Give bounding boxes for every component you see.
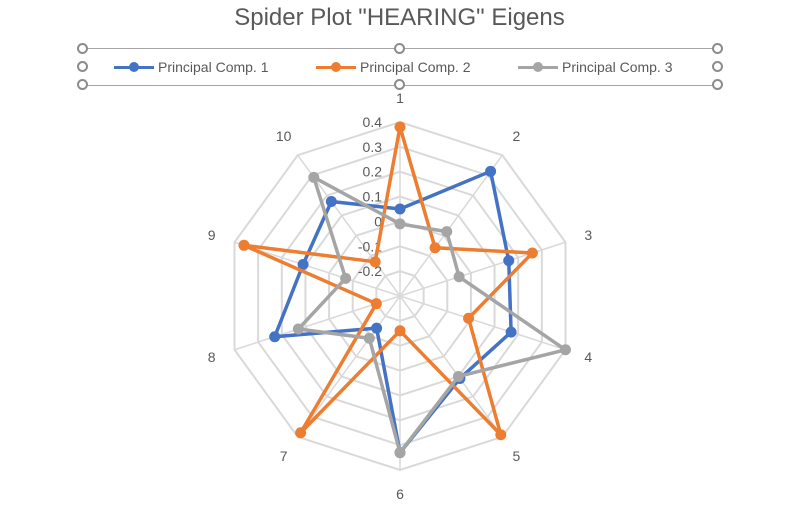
series-3-point xyxy=(441,226,453,238)
legend-marker-series-2 xyxy=(316,61,356,73)
series-3-point xyxy=(363,332,375,344)
series-1-point xyxy=(394,203,406,215)
series-3-point xyxy=(340,272,352,284)
legend-marker-series-3 xyxy=(518,61,558,73)
category-label: 1 xyxy=(396,90,404,106)
series-2-point xyxy=(394,325,406,337)
category-label: 10 xyxy=(276,128,292,144)
series-2-point xyxy=(369,256,381,268)
series-1-point xyxy=(269,331,281,343)
grid-spoke xyxy=(399,241,566,297)
category-label: 9 xyxy=(208,227,216,243)
resize-handle-left[interactable] xyxy=(77,61,88,72)
category-label: 5 xyxy=(512,448,520,464)
grid-spoke xyxy=(297,295,401,438)
radial-tick-label: 0 xyxy=(374,213,382,229)
legend-item-series-2[interactable]: Principal Comp. 2 xyxy=(316,57,471,77)
series-3-point xyxy=(452,370,464,382)
series-1-point xyxy=(371,322,383,334)
category-label: 6 xyxy=(396,486,404,502)
series-1-point xyxy=(505,326,517,338)
series-2-point xyxy=(429,242,441,254)
series-1-point xyxy=(485,165,497,177)
radial-tick-label: 0.1 xyxy=(363,189,383,205)
series-3-point xyxy=(394,218,406,230)
grid-spoke xyxy=(399,295,566,351)
series-2-point xyxy=(463,312,475,324)
resize-handle-top-left[interactable] xyxy=(77,43,88,54)
series-3-point xyxy=(292,323,304,335)
legend-label-series-3: Principal Comp. 3 xyxy=(562,59,673,75)
category-label: 7 xyxy=(280,448,288,464)
series-2-point xyxy=(370,298,382,310)
series-3-point xyxy=(308,171,320,183)
legend-label-series-1: Principal Comp. 1 xyxy=(158,59,269,75)
legend-marker-series-1 xyxy=(114,61,154,73)
series-3-point xyxy=(453,271,465,283)
resize-handle-bottom[interactable] xyxy=(394,79,405,90)
category-label: 8 xyxy=(208,349,216,365)
legend-label-series-2: Principal Comp. 2 xyxy=(360,59,471,75)
series-1-point xyxy=(503,255,515,267)
grid-spoke xyxy=(234,241,401,297)
resize-handle-bottom-left[interactable] xyxy=(77,79,88,90)
series-2-point xyxy=(295,427,307,439)
category-label: 3 xyxy=(584,227,592,243)
series-2-point xyxy=(495,429,507,441)
radial-tick-label: 0.4 xyxy=(363,114,383,130)
chart-title: Spider Plot "HEARING" Eigens xyxy=(234,4,565,31)
grid-spoke xyxy=(399,295,503,438)
series-1-point xyxy=(297,259,309,271)
series-3-point xyxy=(559,344,571,356)
resize-handle-bottom-right[interactable] xyxy=(712,79,723,90)
legend-item-series-1[interactable]: Principal Comp. 1 xyxy=(114,57,269,77)
radial-tick-label: 0.2 xyxy=(363,164,383,180)
series-2-point xyxy=(238,239,250,251)
series-3-point xyxy=(394,447,406,459)
category-label: 2 xyxy=(512,128,520,144)
radial-tick-label: 0.3 xyxy=(363,139,383,155)
legend-item-series-3[interactable]: Principal Comp. 3 xyxy=(518,57,673,77)
grid-spoke xyxy=(399,154,503,297)
resize-handle-top-right[interactable] xyxy=(712,43,723,54)
resize-handle-right[interactable] xyxy=(712,61,723,72)
series-2-point xyxy=(526,247,538,259)
series-1-point xyxy=(325,195,337,207)
resize-handle-top[interactable] xyxy=(394,43,405,54)
category-label: 4 xyxy=(584,349,592,365)
series-2-point xyxy=(394,121,406,133)
